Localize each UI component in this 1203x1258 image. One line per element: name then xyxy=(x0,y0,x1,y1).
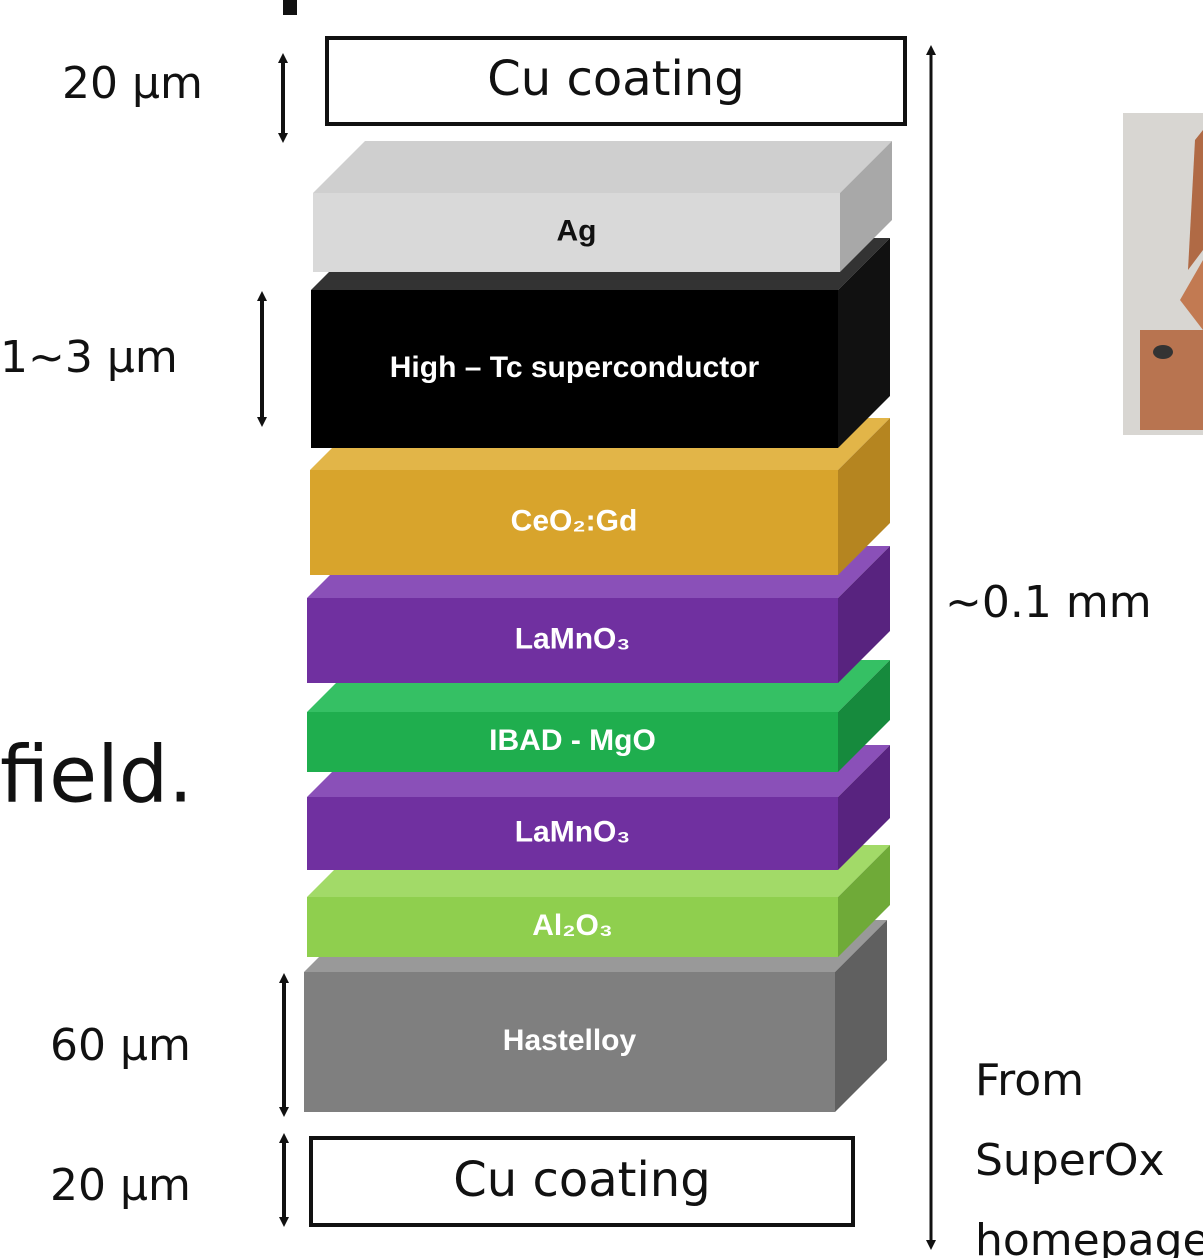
cut-shape xyxy=(283,0,297,15)
source-note: SuperOx xyxy=(975,1135,1165,1186)
thickness-label: 20 μm xyxy=(62,58,203,109)
layer-front xyxy=(313,193,840,272)
layer-front xyxy=(304,972,835,1112)
photo xyxy=(1123,113,1203,435)
layer-label: IBAD - MgO xyxy=(489,724,656,757)
cu-box xyxy=(325,36,907,126)
photo-copper xyxy=(1188,130,1203,270)
layer-label: Ag xyxy=(557,214,597,247)
layer-front xyxy=(307,598,838,683)
thickness-label: 1~3 μm xyxy=(0,332,178,383)
layer-side xyxy=(838,546,890,683)
source-note: homepage xyxy=(975,1215,1203,1258)
layer-side xyxy=(835,920,887,1112)
layer-stack: Hastelloy Al₂O₃ LaMnO₃ IBAD - MgO LaMnO₃ CeO₂… xyxy=(304,141,892,1112)
layer-front xyxy=(311,290,838,448)
layer-side xyxy=(838,745,890,870)
layer-side xyxy=(838,845,890,957)
cu-box xyxy=(309,1136,855,1227)
layer-front xyxy=(307,712,838,772)
source-note: From xyxy=(975,1055,1084,1106)
layer-front xyxy=(310,470,838,575)
layer-top xyxy=(313,141,892,193)
layer-side xyxy=(840,141,892,272)
cu-label: Cu coating xyxy=(453,1152,710,1208)
layer-side xyxy=(838,418,890,575)
layer-side xyxy=(838,238,890,448)
cu-label: Cu coating xyxy=(487,51,744,107)
photo-copper xyxy=(1140,330,1203,430)
layer-label: Hastelloy xyxy=(503,1024,637,1057)
layer-front xyxy=(307,797,838,870)
layer-front xyxy=(307,897,838,957)
layer-label: LaMnO₃ xyxy=(515,815,631,848)
thickness-label: 20 μm xyxy=(50,1160,191,1211)
layer-label: Al₂O₃ xyxy=(532,909,613,942)
layer-side xyxy=(838,660,890,772)
side-text: field. xyxy=(0,730,193,820)
layer-label: LaMnO₃ xyxy=(515,622,631,655)
thickness-label: 60 μm xyxy=(50,1020,191,1071)
photo-hole xyxy=(1153,345,1173,359)
layer-label: High – Tc superconductor xyxy=(390,351,760,384)
layer-label: CeO₂:Gd xyxy=(511,504,638,537)
total-label: ~0.1 mm xyxy=(945,577,1152,628)
photo-copper xyxy=(1180,260,1203,330)
